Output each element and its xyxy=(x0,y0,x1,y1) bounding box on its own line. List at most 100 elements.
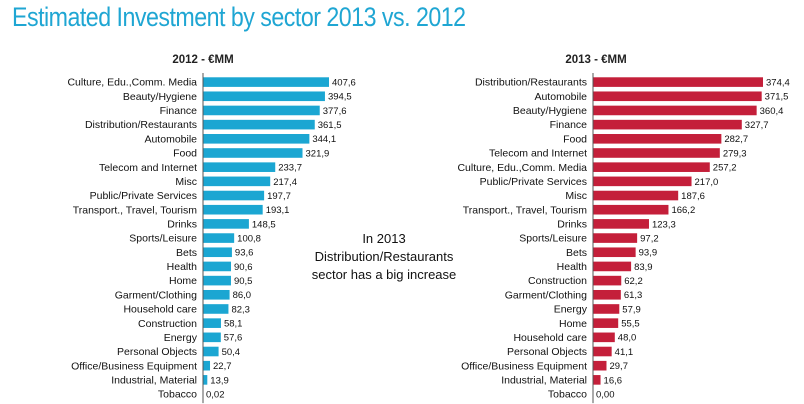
chart-panel-2013: 2013 - €MM Distribution/Restaurants 374,4 A… xyxy=(457,54,790,404)
category-label-office-business-equipment: Office/Business Equipment xyxy=(71,360,197,372)
category-label-drinks: Drinks xyxy=(557,218,587,230)
value-label-distribution-restaurants: 361,5 xyxy=(318,120,342,131)
value-label-misc: 217,4 xyxy=(273,177,297,188)
panel-title: 2012 - €MM xyxy=(172,54,233,66)
value-label-culture-edu-comm-media: 257,2 xyxy=(713,163,737,174)
value-label-health: 90,6 xyxy=(234,262,253,273)
category-label-beauty-hygiene: Beauty/Hygiene xyxy=(123,91,197,103)
bar-home xyxy=(593,318,619,328)
value-label-health: 83,9 xyxy=(634,262,653,273)
value-label-home: 55,5 xyxy=(621,319,640,330)
value-label-energy: 57,6 xyxy=(224,333,243,344)
value-label-office-business-equipment: 29,7 xyxy=(609,361,628,372)
value-label-energy: 57,9 xyxy=(622,304,641,315)
bar-office-business-equipment xyxy=(593,360,607,371)
value-label-construction: 58,1 xyxy=(224,319,243,330)
category-label-sports-leisure: Sports/Leisure xyxy=(519,233,587,245)
bar-food xyxy=(203,148,303,158)
category-label-household-care: Household care xyxy=(513,332,587,344)
value-label-drinks: 123,3 xyxy=(652,219,676,230)
value-label-transport-travel-tourism: 166,2 xyxy=(671,205,695,216)
bar-personal-objects xyxy=(203,346,219,357)
value-label-sports-leisure: 100,8 xyxy=(237,233,261,244)
bar-finance xyxy=(203,105,320,116)
category-label-public-private-services: Public/Private Services xyxy=(480,176,587,188)
category-label-distribution-restaurants: Distribution/Restaurants xyxy=(85,119,197,131)
value-label-garment-clothing: 86,0 xyxy=(233,290,252,301)
value-label-public-private-services: 197,7 xyxy=(267,191,291,202)
category-label-culture-edu-comm-media: Culture, Edu.,Comm. Media xyxy=(457,162,587,174)
value-label-automobile: 344,1 xyxy=(312,134,336,145)
category-label-construction: Construction xyxy=(138,318,197,330)
category-label-automobile: Automobile xyxy=(144,133,197,145)
value-label-industrial-material: 13,9 xyxy=(210,375,229,386)
value-label-industrial-material: 16,6 xyxy=(604,375,623,386)
bar-food xyxy=(593,134,722,144)
bar-drinks xyxy=(203,219,249,229)
category-label-home: Home xyxy=(559,318,587,330)
category-label-tobacco: Tobacco xyxy=(158,389,197,401)
bar-construction xyxy=(593,275,622,286)
bar-home xyxy=(203,275,231,286)
value-label-culture-edu-comm-media: 407,6 xyxy=(332,77,356,88)
chart-panel-2012: 2012 - €MM Culture, Edu.,Comm. Media 407,6… xyxy=(67,54,356,404)
value-label-household-care: 82,3 xyxy=(231,304,250,315)
bar-energy xyxy=(593,304,620,314)
value-label-household-care: 48,0 xyxy=(618,333,637,344)
bar-public-private-services xyxy=(593,176,692,187)
value-label-finance: 377,6 xyxy=(323,106,347,117)
category-label-office-business-equipment: Office/Business Equipment xyxy=(461,360,587,372)
bar-transport-travel-tourism xyxy=(593,204,669,215)
bar-garment-clothing xyxy=(593,289,621,300)
bar-distribution-restaurants xyxy=(593,77,763,87)
bar-automobile xyxy=(203,134,310,144)
category-label-telecom-and-internet: Telecom and Internet xyxy=(99,162,197,174)
category-label-sports-leisure: Sports/Leisure xyxy=(129,233,197,245)
bar-sports-leisure xyxy=(593,233,638,243)
category-label-finance: Finance xyxy=(550,119,588,131)
bar-telecom-and-internet xyxy=(203,162,276,172)
bar-household-care xyxy=(203,304,229,314)
value-label-misc: 187,6 xyxy=(681,191,705,202)
category-label-health: Health xyxy=(557,261,588,273)
value-label-bets: 93,6 xyxy=(235,248,254,259)
annotation-line-2: Distribution/Restaurants xyxy=(314,249,454,264)
annotation-line-1: In 2013 xyxy=(362,231,406,246)
category-label-industrial-material: Industrial, Material xyxy=(501,374,587,386)
category-label-transport-travel-tourism: Transport., Travel, Tourism xyxy=(463,204,588,216)
value-label-food: 321,9 xyxy=(306,148,330,159)
category-label-distribution-restaurants: Distribution/Restaurants xyxy=(475,77,587,89)
value-label-telecom-and-internet: 233,7 xyxy=(278,163,302,174)
bar-misc xyxy=(203,176,271,187)
category-label-misc: Misc xyxy=(175,176,197,188)
bar-energy xyxy=(203,332,221,343)
value-label-transport-travel-tourism: 193,1 xyxy=(266,205,290,216)
value-label-office-business-equipment: 22,7 xyxy=(213,361,232,372)
category-label-household-care: Household care xyxy=(123,304,197,316)
bar-sports-leisure xyxy=(203,233,235,243)
bar-health xyxy=(203,261,232,272)
panel-title: 2013 - €MM xyxy=(565,54,626,66)
value-label-food: 282,7 xyxy=(724,134,748,145)
category-label-drinks: Drinks xyxy=(167,218,197,230)
value-label-telecom-and-internet: 279,3 xyxy=(723,148,747,159)
value-label-tobacco: 0,02 xyxy=(206,389,225,400)
bar-beauty-hygiene xyxy=(593,105,757,116)
bar-garment-clothing xyxy=(203,289,230,300)
category-label-culture-edu-comm-media: Culture, Edu.,Comm. Media xyxy=(67,77,197,89)
category-label-tobacco: Tobacco xyxy=(548,389,587,401)
category-label-misc: Misc xyxy=(565,190,587,202)
bar-bets xyxy=(593,247,636,258)
bar-automobile xyxy=(593,91,762,102)
bar-distribution-restaurants xyxy=(203,119,315,130)
bar-bets xyxy=(203,247,232,258)
value-label-sports-leisure: 97,2 xyxy=(640,233,659,244)
bar-office-business-equipment xyxy=(203,360,211,371)
bar-household-care xyxy=(593,332,615,343)
category-label-public-private-services: Public/Private Services xyxy=(90,190,197,202)
category-label-garment-clothing: Garment/Clothing xyxy=(505,289,587,301)
category-label-food: Food xyxy=(173,148,197,160)
category-label-construction: Construction xyxy=(528,275,587,287)
value-label-distribution-restaurants: 374,4 xyxy=(766,77,790,88)
